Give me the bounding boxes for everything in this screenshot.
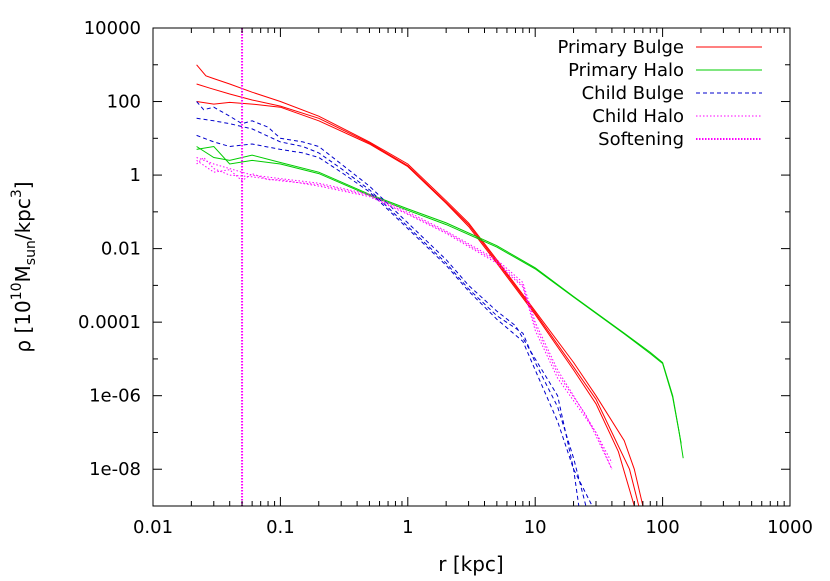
series-child-bulge-line-2 xyxy=(196,117,587,506)
y-label-m: M xyxy=(11,265,35,282)
x-tick-label: 100 xyxy=(645,517,679,538)
legend-label-primary-bulge: Primary Bulge xyxy=(557,37,684,58)
y-label-slash: /kpc xyxy=(11,198,35,240)
legend-label-child-halo: Child Halo xyxy=(592,106,684,127)
y-label-exp10: 10 xyxy=(9,282,25,300)
y-tick-label: 10000 xyxy=(84,18,141,39)
y-tick-label: 1e-08 xyxy=(89,459,141,480)
y-tick-label: 0.01 xyxy=(101,239,141,260)
legend-label-softening: Softening xyxy=(598,129,684,150)
legend-label-primary-halo: Primary Halo xyxy=(568,60,684,81)
series-primary-halo-line-1 xyxy=(196,146,684,459)
x-tick-label: 10 xyxy=(524,517,547,538)
series-primary-bulge-line-2 xyxy=(196,83,640,506)
series-child-bulge-line-1 xyxy=(196,101,580,506)
y-label-exp3: 3 xyxy=(9,189,25,198)
x-axis-label: r [kpc] xyxy=(438,552,503,576)
y-label-suffix: ] xyxy=(11,181,35,189)
ticks-layer: 0.01 0.1 1 10 100 1000 10000 100 1 0.01 0.0001 1e-0… xyxy=(78,18,813,538)
y-tick-label: 1 xyxy=(130,165,141,186)
series-child-halo-line-1 xyxy=(196,157,613,470)
plot-frame xyxy=(152,27,791,507)
y-tick-label: 0.0001 xyxy=(78,312,141,333)
series-primary-halo-line-2 xyxy=(196,145,682,444)
x-tick-label: 0.01 xyxy=(133,517,173,538)
legend-label-child-bulge: Child Bulge xyxy=(582,83,684,104)
series-child-bulge-line-3 xyxy=(196,134,593,506)
y-axis-label: ρ [1010Msun/kpc3] xyxy=(9,181,39,352)
x-tick-label: 1 xyxy=(402,517,413,538)
series-primary-bulge-line-3 xyxy=(196,101,635,506)
series-child-halo-line-2 xyxy=(196,156,613,470)
series-primary-bulge-line-1 xyxy=(196,64,644,506)
x-tick-label: 1000 xyxy=(767,517,813,538)
series-layer xyxy=(196,28,684,506)
y-tick-label: 1e-06 xyxy=(89,386,141,407)
y-label-msub: sun xyxy=(23,240,39,265)
x-tick-label: 0.1 xyxy=(266,517,295,538)
y-label-prefix: ρ [10 xyxy=(11,300,35,352)
series-child-halo-line-3 xyxy=(196,159,613,464)
y-tick-label: 100 xyxy=(107,92,141,113)
